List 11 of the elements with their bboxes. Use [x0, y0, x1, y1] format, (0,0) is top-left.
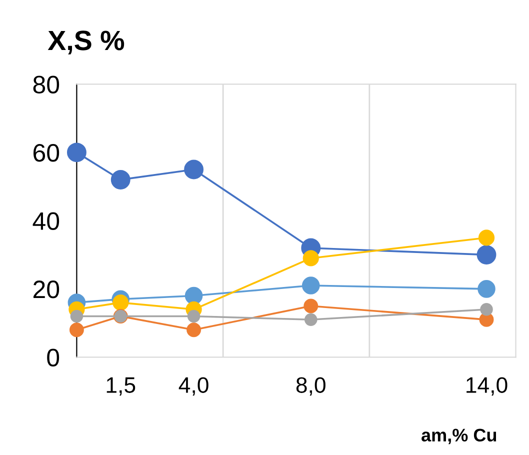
x-axis-title: am,% Cu [422, 428, 496, 444]
y-tick-label: 20 [33, 280, 60, 298]
chart-title: X,S % [48, 30, 124, 54]
x-tick-label: 1,5 [106, 377, 136, 396]
y-tick-label: 40 [32, 212, 60, 230]
x-tick-label: 4,0 [178, 377, 208, 396]
y-tick-label: 60 [34, 144, 60, 162]
x-tick-label: 8,0 [296, 377, 326, 396]
y-tick-label: 0 [47, 348, 60, 366]
y-tick-label: 80 [33, 76, 60, 94]
x-tick-label: 14,0 [466, 377, 508, 396]
